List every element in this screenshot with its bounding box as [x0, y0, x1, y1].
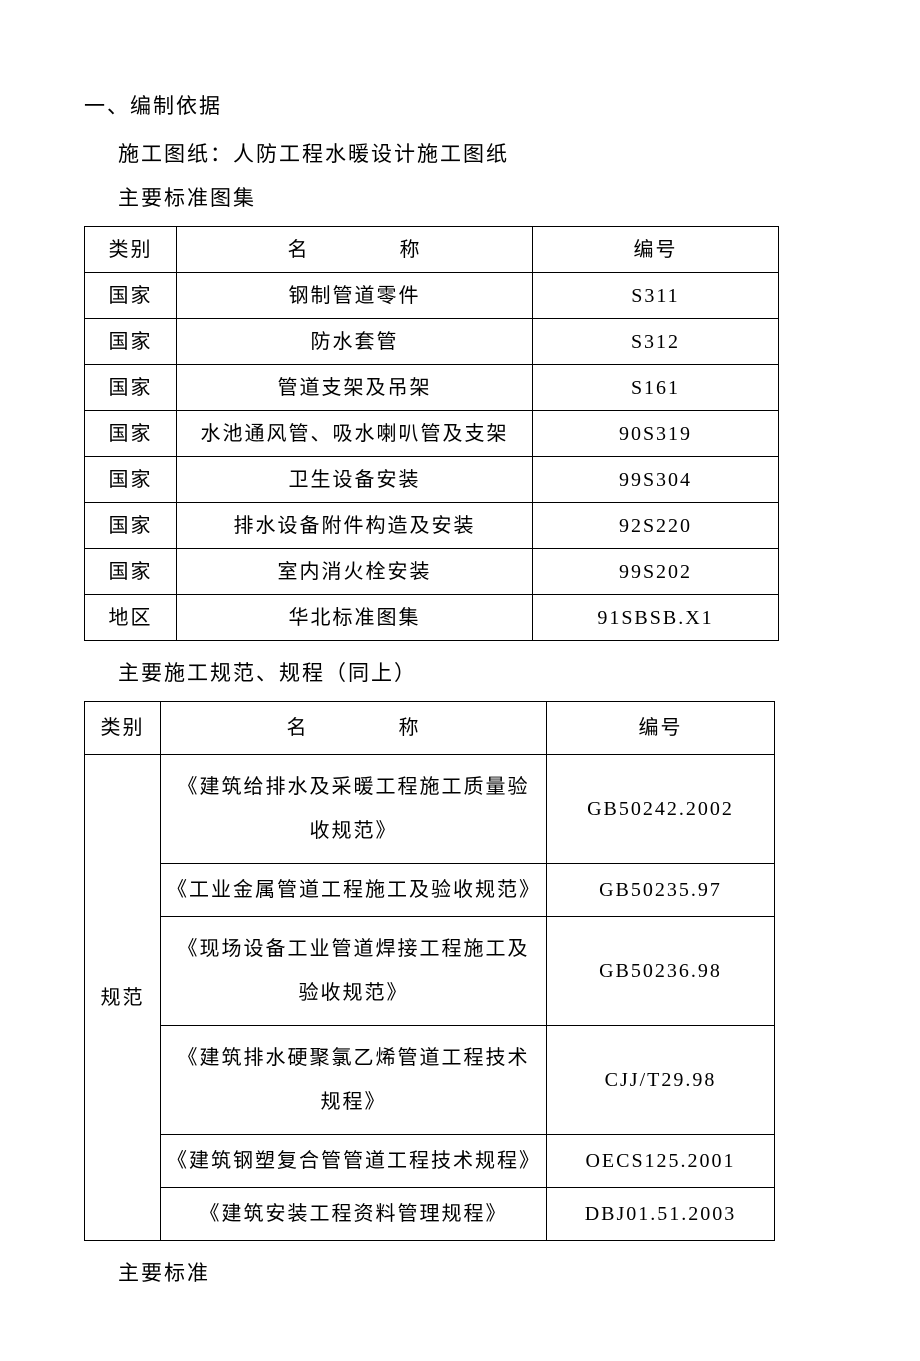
cell-category: 国家	[85, 411, 177, 457]
paragraph-atlas: 主要标准图集	[80, 182, 840, 212]
cell-code: S311	[533, 273, 779, 319]
paragraph-standards: 主要标准	[80, 1257, 840, 1287]
cell-category: 国家	[85, 273, 177, 319]
cell-category: 国家	[85, 457, 177, 503]
table-row: 《建筑钢塑复合管管道工程技术规程》OECS125.2001	[85, 1135, 775, 1188]
cell-category: 国家	[85, 319, 177, 365]
cell-code: CJJ/T29.98	[547, 1026, 775, 1135]
cell-code: S161	[533, 365, 779, 411]
cell-code: GB50242.2002	[547, 755, 775, 864]
cell-code: 92S220	[533, 503, 779, 549]
cell-code: 91SBSB.X1	[533, 595, 779, 641]
table-row: 国家卫生设备安装99S304	[85, 457, 779, 503]
cell-code: GB50235.97	[547, 864, 775, 917]
cell-name: 水池通风管、吸水喇叭管及支架	[177, 411, 533, 457]
cell-code: OECS125.2001	[547, 1135, 775, 1188]
table-row: 规范《建筑给排水及采暖工程施工质量验收规范》GB50242.2002	[85, 755, 775, 864]
section-heading: 一、编制依据	[80, 90, 840, 120]
cell-name: 《现场设备工业管道焊接工程施工及验收规范》	[161, 917, 547, 1026]
cell-category: 国家	[85, 549, 177, 595]
cell-code: DBJ01.51.2003	[547, 1188, 775, 1241]
cell-name: 钢制管道零件	[177, 273, 533, 319]
header-name-left: 名	[288, 234, 310, 266]
header-code: 编号	[533, 227, 779, 273]
cell-name: 华北标准图集	[177, 595, 533, 641]
table-row: 国家排水设备附件构造及安装92S220	[85, 503, 779, 549]
table-row: 地区华北标准图集91SBSB.X1	[85, 595, 779, 641]
construction-specs-table: 类别 名称 编号 规范《建筑给排水及采暖工程施工质量验收规范》GB50242.2…	[84, 701, 775, 1241]
table-header-row: 类别 名称 编号	[85, 702, 775, 755]
header-name: 名称	[177, 227, 533, 273]
cell-name: 卫生设备安装	[177, 457, 533, 503]
cell-name: 室内消火栓安装	[177, 549, 533, 595]
table-header-row: 类别 名称 编号	[85, 227, 779, 273]
header-name: 名称	[161, 702, 547, 755]
table-row: 国家水池通风管、吸水喇叭管及支架90S319	[85, 411, 779, 457]
cell-code: 99S304	[533, 457, 779, 503]
table-row: 《工业金属管道工程施工及验收规范》GB50235.97	[85, 864, 775, 917]
cell-category: 国家	[85, 503, 177, 549]
cell-category: 国家	[85, 365, 177, 411]
header-name-left: 名	[287, 712, 309, 744]
standard-atlas-table: 类别 名称 编号 国家钢制管道零件S311国家防水套管S312国家管道支架及吊架…	[84, 226, 779, 641]
table-row: 《建筑安装工程资料管理规程》DBJ01.51.2003	[85, 1188, 775, 1241]
cell-category: 地区	[85, 595, 177, 641]
cell-name: 防水套管	[177, 319, 533, 365]
cell-code: 99S202	[533, 549, 779, 595]
header-name-right: 称	[400, 234, 422, 266]
cell-name: 管道支架及吊架	[177, 365, 533, 411]
header-code: 编号	[547, 702, 775, 755]
table-row: 国家防水套管S312	[85, 319, 779, 365]
cell-category-group: 规范	[85, 755, 161, 1241]
header-category: 类别	[85, 227, 177, 273]
table-row: 《现场设备工业管道焊接工程施工及验收规范》GB50236.98	[85, 917, 775, 1026]
cell-name: 《建筑排水硬聚氯乙烯管道工程技术规程》	[161, 1026, 547, 1135]
header-name-right: 称	[399, 712, 421, 744]
cell-code: 90S319	[533, 411, 779, 457]
table-row: 国家管道支架及吊架S161	[85, 365, 779, 411]
cell-name: 排水设备附件构造及安装	[177, 503, 533, 549]
cell-name: 《建筑安装工程资料管理规程》	[161, 1188, 547, 1241]
table-row: 《建筑排水硬聚氯乙烯管道工程技术规程》CJJ/T29.98	[85, 1026, 775, 1135]
header-category: 类别	[85, 702, 161, 755]
cell-code: S312	[533, 319, 779, 365]
cell-name: 《建筑钢塑复合管管道工程技术规程》	[161, 1135, 547, 1188]
table-row: 国家室内消火栓安装99S202	[85, 549, 779, 595]
paragraph-drawings: 施工图纸：人防工程水暖设计施工图纸	[80, 138, 840, 168]
cell-code: GB50236.98	[547, 917, 775, 1026]
cell-name: 《工业金属管道工程施工及验收规范》	[161, 864, 547, 917]
cell-name: 《建筑给排水及采暖工程施工质量验收规范》	[161, 755, 547, 864]
table-row: 国家钢制管道零件S311	[85, 273, 779, 319]
paragraph-specs: 主要施工规范、规程（同上）	[80, 657, 840, 687]
